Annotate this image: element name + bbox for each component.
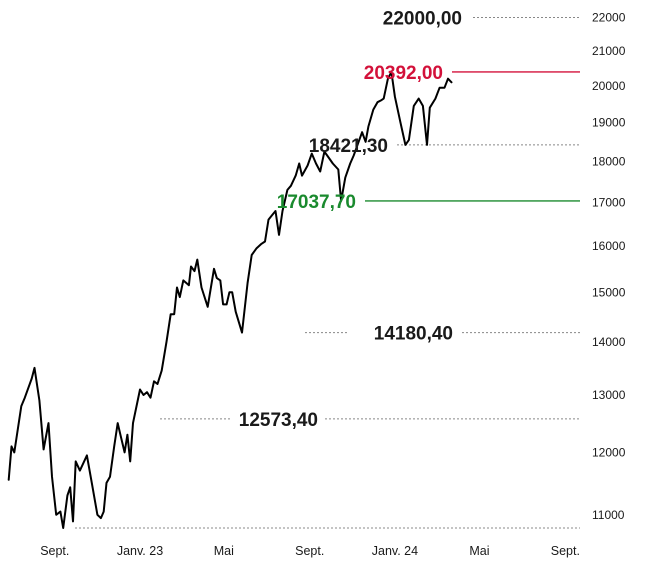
y-tick-label-16000: 16000 bbox=[592, 239, 626, 253]
y-tick-label-13000: 13000 bbox=[592, 388, 626, 402]
y-tick-label-19000: 19000 bbox=[592, 116, 626, 130]
reference-lines bbox=[75, 17, 580, 529]
reference-value-label-14180-40: 14180,40 bbox=[374, 324, 453, 345]
x-tick-label-6: Sept. bbox=[551, 544, 580, 558]
y-tick-label-12000: 12000 bbox=[592, 445, 626, 459]
y-tick-label-21000: 21000 bbox=[592, 44, 626, 58]
reference-value-label-20392-00: 20392,00 bbox=[364, 63, 443, 84]
reference-value-label-22000-00: 22000,00 bbox=[383, 9, 462, 30]
y-tick-label-18000: 18000 bbox=[592, 154, 626, 168]
y-tick-label-17000: 17000 bbox=[592, 195, 626, 209]
y-tick-label-14000: 14000 bbox=[592, 335, 626, 349]
x-tick-label-3: Sept. bbox=[295, 544, 324, 558]
x-tick-label-2: Mai bbox=[214, 544, 234, 558]
y-tick-label-22000: 22000 bbox=[592, 11, 626, 25]
reference-value-label-17037-70: 17037,70 bbox=[277, 192, 356, 213]
x-tick-label-5: Mai bbox=[469, 544, 489, 558]
y-tick-label-20000: 20000 bbox=[592, 79, 626, 93]
price-series-line bbox=[7, 71, 453, 529]
series-line-layer bbox=[7, 71, 453, 529]
x-axis-tick-labels: Sept. Janv. 23 Mai Sept. Janv. 24 Mai Sept. bbox=[40, 544, 580, 558]
y-tick-label-11000: 11000 bbox=[592, 508, 625, 522]
y-tick-label-15000: 15000 bbox=[592, 285, 626, 299]
y-axis-tick-labels: 11000 12000 13000 14000 15000 16000 17000 18000… bbox=[592, 11, 626, 522]
reference-value-labels: 22000,00 20392,00 18421,30 17037,70 14180,40… bbox=[239, 9, 462, 431]
x-tick-label-0: Sept. bbox=[40, 544, 69, 558]
x-tick-label-4: Janv. 24 bbox=[372, 544, 418, 558]
x-tick-label-1: Janv. 23 bbox=[117, 544, 163, 558]
reference-value-label-18421-30: 18421,30 bbox=[309, 136, 388, 157]
reference-value-label-12573-40: 12573,40 bbox=[239, 410, 318, 431]
